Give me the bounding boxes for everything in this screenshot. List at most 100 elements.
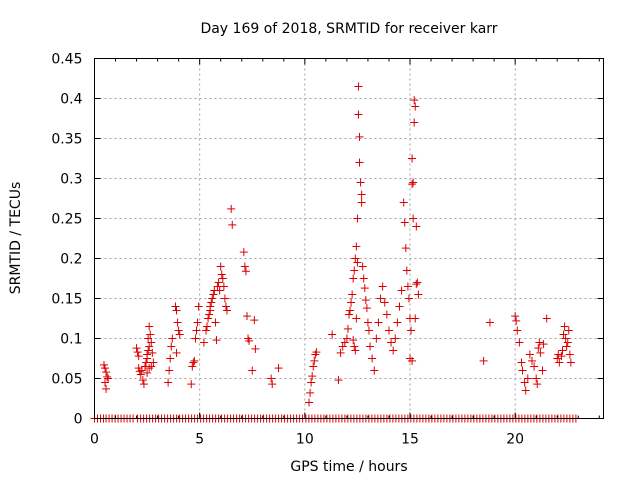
data-point — [534, 344, 543, 353]
data-point — [358, 262, 367, 271]
data-point — [374, 318, 383, 327]
data-point — [357, 190, 366, 199]
data-point — [251, 344, 260, 353]
data-point — [536, 348, 545, 357]
data-point — [409, 178, 418, 187]
data-point — [308, 372, 317, 381]
data-point — [328, 330, 337, 339]
data-point — [533, 380, 542, 389]
x-tick-label: 10 — [296, 432, 314, 448]
data-point — [409, 214, 418, 223]
data-point — [511, 312, 520, 321]
data-point — [248, 366, 257, 375]
data-point — [167, 342, 176, 351]
axis-ticks — [94, 58, 604, 419]
data-point — [216, 262, 225, 271]
data-point — [205, 310, 214, 319]
data-point — [223, 306, 232, 315]
data-point — [132, 344, 141, 353]
data-point — [558, 346, 567, 355]
data-point — [173, 318, 182, 327]
data-point — [203, 322, 212, 331]
data-point — [206, 302, 215, 311]
data-point — [136, 370, 145, 379]
data-point — [362, 304, 371, 313]
data-point — [363, 318, 372, 327]
x-tick-label: 5 — [195, 432, 204, 448]
data-point — [171, 302, 180, 311]
y-tick-label: 0.25 — [51, 212, 82, 228]
y-axis-label: SRMTID / TECUs — [8, 182, 24, 295]
data-point — [165, 366, 174, 375]
data-point — [220, 294, 229, 303]
data-point — [408, 180, 417, 189]
data-point — [352, 242, 361, 251]
data-point — [485, 318, 494, 327]
data-point — [310, 356, 319, 365]
data-point — [267, 374, 276, 383]
data-point — [354, 82, 363, 91]
data-point — [389, 346, 398, 355]
data-point — [408, 154, 417, 163]
data-point — [268, 380, 277, 389]
data-point — [518, 366, 527, 375]
data-point — [513, 326, 522, 335]
data-point — [338, 342, 347, 351]
data-point — [174, 326, 183, 335]
y-tick-label: 0 — [74, 412, 83, 428]
data-point — [99, 360, 108, 369]
data-point — [366, 342, 375, 351]
data-point — [353, 214, 362, 223]
data-point — [208, 294, 217, 303]
data-point — [175, 330, 184, 339]
data-point — [411, 314, 420, 323]
data-point — [219, 282, 228, 291]
data-point — [189, 358, 198, 367]
data-point — [560, 322, 569, 331]
data-point — [355, 158, 364, 167]
data-point — [214, 278, 223, 287]
data-point — [147, 362, 156, 371]
data-point — [348, 290, 357, 299]
y-tick-label: 0.45 — [51, 52, 82, 68]
data-point — [351, 254, 360, 263]
data-point — [146, 330, 155, 339]
y-tick-label: 0.05 — [51, 372, 82, 388]
data-point — [352, 314, 361, 323]
data-point — [211, 318, 220, 327]
x-tick-labels: 0 5 10 15 20 — [90, 432, 524, 448]
data-point — [350, 266, 359, 275]
data-point — [378, 282, 387, 291]
data-point — [199, 338, 208, 347]
data-point — [413, 278, 422, 287]
data-point — [102, 368, 111, 377]
x-tick-label: 15 — [401, 432, 419, 448]
data-point — [535, 338, 544, 347]
data-point — [217, 270, 226, 279]
data-point — [395, 302, 404, 311]
data-point — [382, 310, 391, 319]
data-point — [193, 318, 202, 327]
data-point — [355, 132, 364, 141]
data-point — [143, 350, 152, 359]
data-point — [354, 110, 363, 119]
data-point — [227, 204, 236, 213]
data-point — [553, 354, 562, 363]
data-point — [356, 178, 365, 187]
data-point — [397, 286, 406, 295]
data-point — [139, 380, 148, 389]
data-point — [563, 338, 572, 347]
data-point — [357, 198, 366, 207]
x-axis-label: GPS time / hours — [290, 459, 407, 475]
data-point — [334, 376, 343, 385]
data-point — [245, 336, 254, 345]
data-point — [532, 374, 541, 383]
data-point — [515, 338, 524, 347]
data-point — [347, 298, 356, 307]
data-point — [539, 340, 548, 349]
data-point — [188, 362, 197, 371]
data-point — [561, 334, 570, 343]
data-point — [527, 356, 536, 365]
data-point — [103, 372, 112, 381]
data-point — [143, 368, 152, 377]
